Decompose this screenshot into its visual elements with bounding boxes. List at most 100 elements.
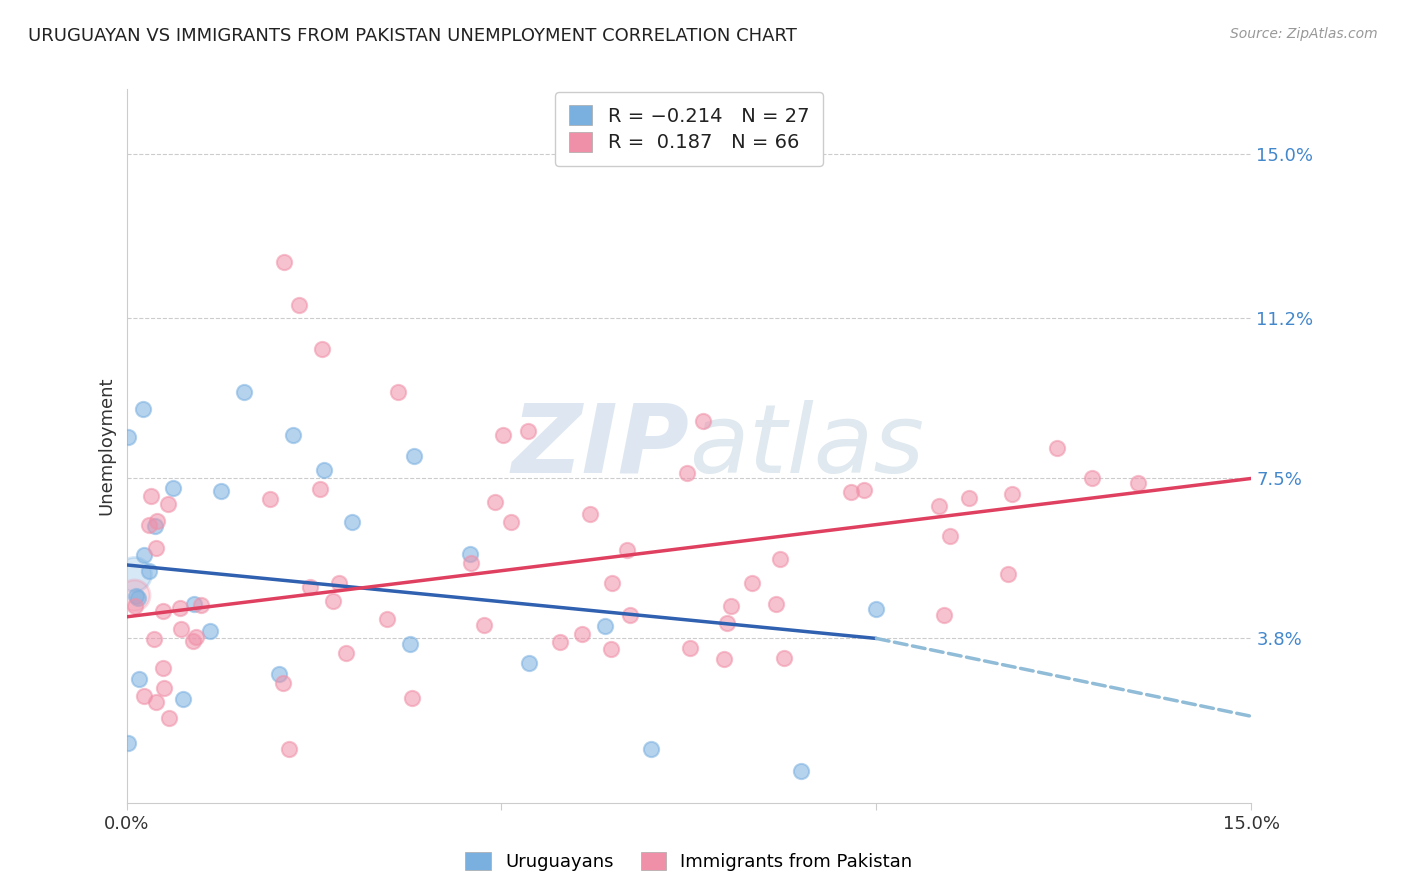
Point	[398, 637, 420, 651]
Point	[720, 599, 742, 614]
Point	[139, 490, 162, 504]
Point	[676, 467, 699, 481]
Point	[322, 594, 344, 608]
Point	[790, 764, 813, 779]
Point	[278, 741, 301, 756]
Point	[298, 580, 321, 594]
Point	[460, 556, 482, 570]
Point	[865, 601, 887, 615]
Point	[387, 384, 409, 399]
Point	[401, 690, 423, 705]
Point	[169, 601, 191, 615]
Point	[997, 567, 1019, 582]
Point	[232, 384, 254, 399]
Point	[138, 564, 160, 578]
Point	[143, 519, 166, 533]
Point	[600, 641, 623, 656]
Point	[311, 342, 333, 356]
Point	[335, 646, 357, 660]
Point	[312, 463, 335, 477]
Point	[152, 604, 174, 618]
Point	[162, 481, 184, 495]
Point	[281, 428, 304, 442]
Point	[501, 515, 523, 529]
Y-axis label: Unemployment: Unemployment	[97, 376, 115, 516]
Point	[402, 449, 425, 463]
Point	[157, 711, 180, 725]
Point	[593, 619, 616, 633]
Point	[184, 630, 207, 644]
Point	[127, 591, 149, 605]
Point	[1081, 471, 1104, 485]
Point	[492, 428, 515, 442]
Point	[328, 575, 350, 590]
Point	[579, 507, 602, 521]
Point	[600, 575, 623, 590]
Point	[259, 491, 281, 506]
Point	[619, 608, 641, 623]
Point	[517, 656, 540, 670]
Point	[548, 634, 571, 648]
Point	[132, 401, 155, 416]
Legend: Uruguayans, Immigrants from Pakistan: Uruguayans, Immigrants from Pakistan	[458, 845, 920, 879]
Legend: R = −0.214   N = 27, R =  0.187   N = 66: R = −0.214 N = 27, R = 0.187 N = 66	[555, 92, 823, 166]
Point	[616, 543, 638, 558]
Point	[145, 695, 167, 709]
Point	[640, 742, 662, 756]
Point	[839, 484, 862, 499]
Point	[170, 622, 193, 636]
Point	[145, 541, 167, 555]
Point	[146, 515, 169, 529]
Point	[713, 651, 735, 665]
Point	[741, 576, 763, 591]
Point	[125, 589, 148, 603]
Point	[928, 499, 950, 513]
Text: Source: ZipAtlas.com: Source: ZipAtlas.com	[1230, 27, 1378, 41]
Point	[1046, 441, 1069, 455]
Point	[271, 676, 294, 690]
Point	[132, 548, 155, 562]
Point	[122, 566, 145, 581]
Point	[273, 255, 295, 269]
Point	[183, 597, 205, 611]
Point	[172, 692, 194, 706]
Point	[932, 608, 955, 623]
Point	[939, 528, 962, 542]
Point	[769, 552, 792, 566]
Text: URUGUAYAN VS IMMIGRANTS FROM PAKISTAN UNEMPLOYMENT CORRELATION CHART: URUGUAYAN VS IMMIGRANTS FROM PAKISTAN UN…	[28, 27, 797, 45]
Point	[181, 634, 204, 648]
Point	[157, 497, 180, 511]
Point	[190, 599, 212, 613]
Point	[853, 483, 876, 498]
Point	[765, 597, 787, 611]
Point	[516, 424, 538, 438]
Point	[773, 651, 796, 665]
Point	[128, 672, 150, 686]
Point	[957, 491, 980, 506]
Text: ZIP: ZIP	[510, 400, 689, 492]
Point	[571, 626, 593, 640]
Point	[267, 666, 290, 681]
Point	[132, 689, 155, 703]
Point	[1000, 487, 1022, 501]
Point	[340, 515, 363, 529]
Point	[152, 661, 174, 675]
Point	[692, 413, 714, 427]
Point	[716, 615, 738, 630]
Point	[458, 547, 481, 561]
Point	[209, 483, 232, 498]
Point	[1126, 476, 1149, 491]
Point	[472, 618, 495, 632]
Point	[124, 599, 146, 614]
Point	[375, 612, 398, 626]
Point	[288, 298, 311, 312]
Point	[678, 640, 700, 655]
Point	[122, 588, 145, 602]
Point	[308, 482, 330, 496]
Point	[153, 681, 176, 695]
Point	[117, 736, 139, 750]
Text: atlas: atlas	[689, 400, 924, 492]
Point	[198, 624, 221, 638]
Point	[138, 517, 160, 532]
Point	[117, 429, 139, 443]
